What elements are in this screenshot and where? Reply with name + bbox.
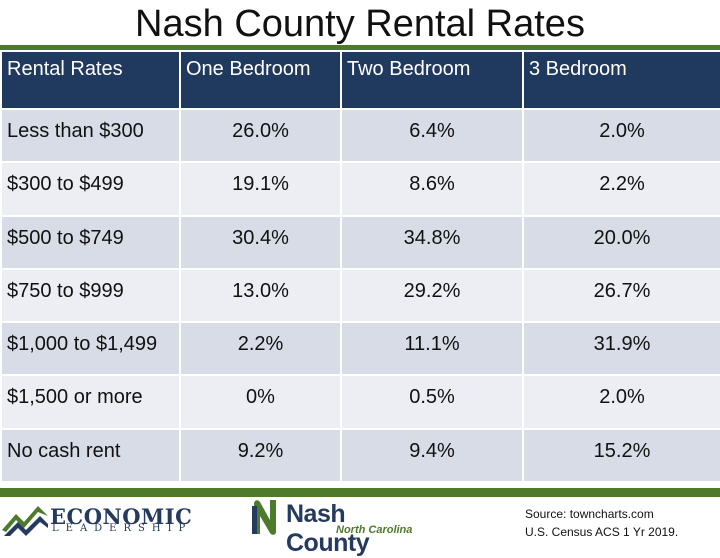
table-cell: 26.0% xyxy=(181,110,340,162)
rental-rates-table: Rental Rates One Bedroom Two Bedroom 3 B… xyxy=(0,50,720,483)
table-cell: 0.5% xyxy=(342,376,522,428)
table-cell: 6.4% xyxy=(342,110,522,162)
row-label: $500 to $749 xyxy=(2,216,179,268)
table-row: $1,500 or more 0% 0.5% 2.0% xyxy=(2,376,720,428)
page-title: Nash County Rental Rates xyxy=(135,3,585,45)
footer-divider xyxy=(0,488,720,497)
nash-county-logo: Nash County North Carolina xyxy=(250,498,420,557)
nash-logo-sub: North Carolina xyxy=(336,524,413,536)
table-cell: 11.1% xyxy=(342,323,522,375)
table-row: No cash rent 9.2% 9.4% 15.2% xyxy=(2,429,720,481)
table-row: $300 to $499 19.1% 8.6% 2.2% xyxy=(2,163,720,215)
column-header: 3 Bedroom xyxy=(524,52,720,108)
table-cell: 31.9% xyxy=(524,323,720,375)
table-cell: 19.1% xyxy=(181,163,340,215)
table-row: Less than $300 26.0% 6.4% 2.0% xyxy=(2,110,720,162)
row-label: No cash rent xyxy=(2,429,179,481)
economic-leadership-mark-icon xyxy=(2,506,48,536)
table-row: $750 to $999 13.0% 29.2% 26.7% xyxy=(2,269,720,322)
table-header-row: Rental Rates One Bedroom Two Bedroom 3 B… xyxy=(2,52,720,108)
table-cell: 34.8% xyxy=(342,216,522,268)
table-cell: 2.0% xyxy=(524,110,720,162)
table-cell: 2.2% xyxy=(524,163,720,215)
table-cell: 26.7% xyxy=(524,269,720,322)
title-divider xyxy=(0,45,720,50)
table-cell: 29.2% xyxy=(342,269,522,322)
table-cell: 20.0% xyxy=(524,216,720,268)
economic-leadership-logo: ECONOMIC LEADERSHIP xyxy=(2,500,192,536)
row-label: $1,000 to $1,499 xyxy=(2,323,179,375)
table-cell: 9.4% xyxy=(342,429,522,481)
table-cell: 2.0% xyxy=(524,376,720,428)
column-header: Two Bedroom xyxy=(342,52,522,108)
economic-logo-name: ECONOMIC xyxy=(50,504,193,529)
column-header: Rental Rates xyxy=(2,52,179,108)
nash-county-mark-icon xyxy=(252,500,276,535)
table-cell: 13.0% xyxy=(181,269,340,322)
table-cell: 0% xyxy=(181,376,340,428)
table-cell: 30.4% xyxy=(181,216,340,268)
row-label: $300 to $499 xyxy=(2,163,179,215)
table-cell: 9.2% xyxy=(181,429,340,481)
row-label: $750 to $999 xyxy=(2,269,179,322)
economic-logo-sub: LEADERSHIP xyxy=(52,523,193,534)
table-cell: 8.6% xyxy=(342,163,522,215)
source-citation: Source: towncharts.com U.S. Census ACS 1… xyxy=(525,505,678,541)
row-label: $1,500 or more xyxy=(2,376,179,428)
source-line: U.S. Census ACS 1 Yr 2019. xyxy=(525,525,679,539)
table-row: $500 to $749 30.4% 34.8% 20.0% xyxy=(2,216,720,268)
table-cell: 2.2% xyxy=(181,323,340,375)
table-cell: 15.2% xyxy=(524,429,720,481)
table-row: $1,000 to $1,499 2.2% 11.1% 31.9% xyxy=(2,323,720,375)
row-label: Less than $300 xyxy=(2,110,179,162)
source-line: Source: towncharts.com xyxy=(525,507,654,521)
column-header: One Bedroom xyxy=(181,52,340,108)
